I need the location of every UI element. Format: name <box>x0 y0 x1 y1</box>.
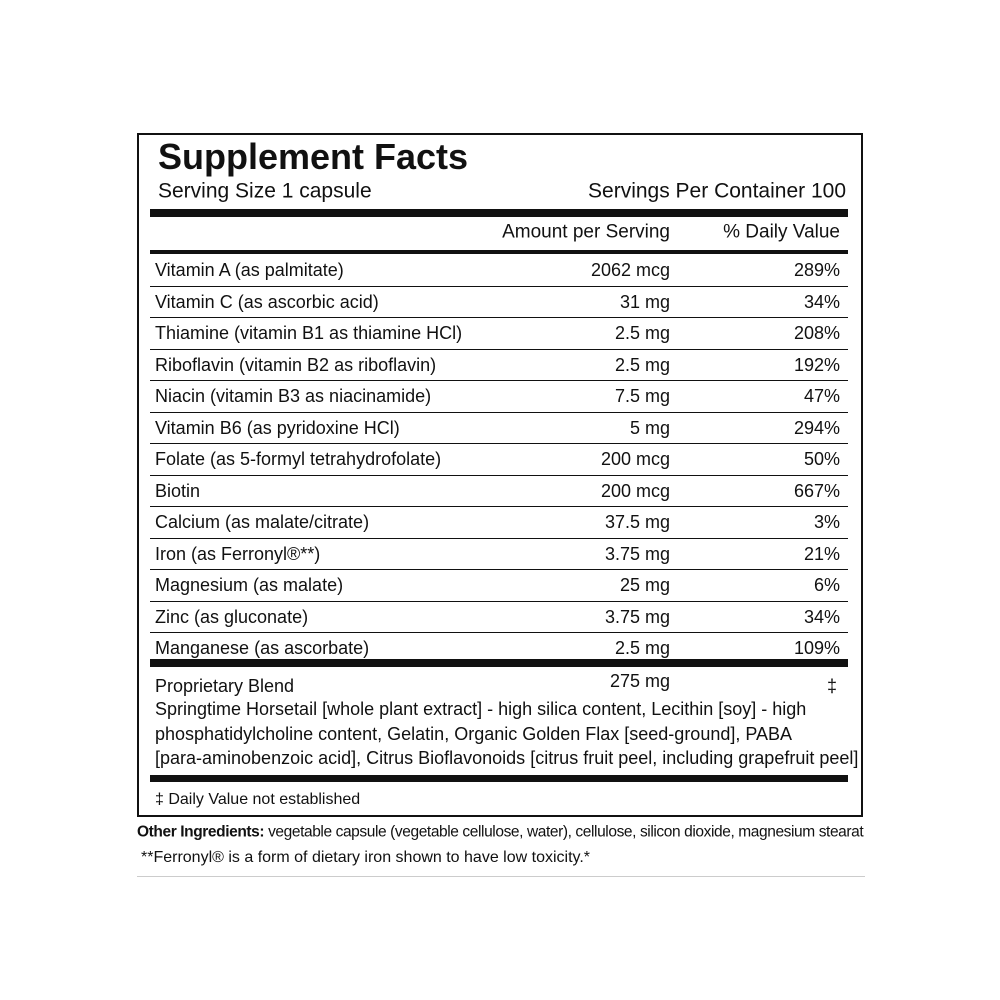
nutrient-name: Vitamin C (as ascorbic acid) <box>155 291 379 312</box>
nutrient-name: Vitamin A (as palmitate) <box>155 260 344 280</box>
amount: 25 mg <box>619 575 670 595</box>
amount: 2.5 mg <box>614 354 670 375</box>
amount: 3.75 mg <box>604 606 670 627</box>
daily-value: 47% <box>803 386 840 406</box>
ferronyl-note: **Ferronyl® is a form of dietary iron sh… <box>141 849 590 866</box>
daily-value: 192% <box>793 354 840 375</box>
other-ingredients-text: vegetable capsule (vegetable cellulose, … <box>268 824 864 840</box>
thick-rule <box>150 775 848 782</box>
row-rule <box>150 632 848 634</box>
description-line: [para-aminobenzoic acid], Citrus Bioflav… <box>155 748 859 768</box>
amount: 2.5 mg <box>614 323 670 343</box>
nutrient-name: Biotin <box>155 480 201 501</box>
amount: 37.5 mg <box>604 512 670 532</box>
row-rule <box>150 348 848 350</box>
amount: 2062 mcg <box>590 260 670 280</box>
amount: 7.5 mg <box>614 386 670 406</box>
daily-value: 50% <box>803 449 840 469</box>
column-header: % Daily Value <box>723 221 840 243</box>
amount: 200 mcg <box>600 449 670 469</box>
divider <box>137 876 865 877</box>
daily-value: 21% <box>803 543 840 564</box>
row-rule <box>150 411 848 413</box>
nutrient-name: Zinc (as gluconate) <box>155 606 309 627</box>
other-ingredients: Other Ingredients: vegetable capsule (ve… <box>137 824 874 840</box>
daily-value: 289% <box>793 260 840 280</box>
daily-value: 109% <box>793 638 840 658</box>
column-header: Amount per Serving <box>502 221 670 243</box>
rule <box>150 250 848 254</box>
daily-value: 667% <box>793 480 840 501</box>
daily-value: 3% <box>813 512 840 532</box>
other-ingredients-label: Other Ingredients: <box>137 824 265 840</box>
description-line: phosphatidylcholine content, Gelatin, Or… <box>155 723 793 744</box>
blend-name: Proprietary Blend <box>155 676 295 696</box>
blend-dv: ‡ <box>826 676 837 696</box>
row-rule <box>150 443 848 445</box>
footnote: ‡ Daily Value not established <box>155 791 361 808</box>
row-rule <box>150 569 848 571</box>
daily-value: 34% <box>803 291 840 312</box>
nutrient-name: Magnesium (as malate) <box>155 575 344 595</box>
row-rule <box>150 285 848 287</box>
daily-value: 208% <box>793 323 840 343</box>
row-rule <box>150 474 848 476</box>
row-rule <box>150 537 848 539</box>
blend-amount: 275 mg <box>609 671 670 691</box>
thick-rule <box>150 209 848 217</box>
nutrient-name: Iron (as Ferronyl®**) <box>155 543 321 564</box>
amount: 200 mcg <box>600 480 670 501</box>
amount: 2.5 mg <box>614 638 670 658</box>
serving-size: Serving Size 1 capsule <box>158 179 372 203</box>
nutrient-name: Vitamin B6 (as pyridoxine HCl) <box>155 417 400 438</box>
amount: 5 mg <box>629 417 670 438</box>
daily-value: 6% <box>813 575 840 595</box>
nutrient-name: Niacin (vitamin B3 as niacinamide) <box>155 386 432 406</box>
nutrient-name: Manganese (as ascorbate) <box>155 638 370 658</box>
nutrient-name: Riboflavin (vitamin B2 as riboflavin) <box>155 354 437 375</box>
daily-value: 34% <box>803 606 840 627</box>
row-rule <box>150 317 848 319</box>
daily-value: 294% <box>793 417 840 438</box>
nutrient-name: Folate (as 5-formyl tetrahydrofolate) <box>155 449 442 469</box>
row-rule <box>150 506 848 508</box>
description-line: Springtime Horsetail [whole plant extrac… <box>155 699 807 719</box>
title: Supplement Facts <box>158 136 469 177</box>
row-rule <box>150 380 848 382</box>
row-rule <box>150 600 848 602</box>
servings-per-container: Servings Per Container 100 <box>588 179 846 203</box>
nutrient-name: Calcium (as malate/citrate) <box>155 512 370 532</box>
amount: 31 mg <box>619 291 670 312</box>
amount: 3.75 mg <box>604 543 670 564</box>
nutrient-name: Thiamine (vitamin B1 as thiamine HCl) <box>155 323 463 343</box>
thick-rule <box>150 659 848 667</box>
label-box <box>137 133 863 817</box>
